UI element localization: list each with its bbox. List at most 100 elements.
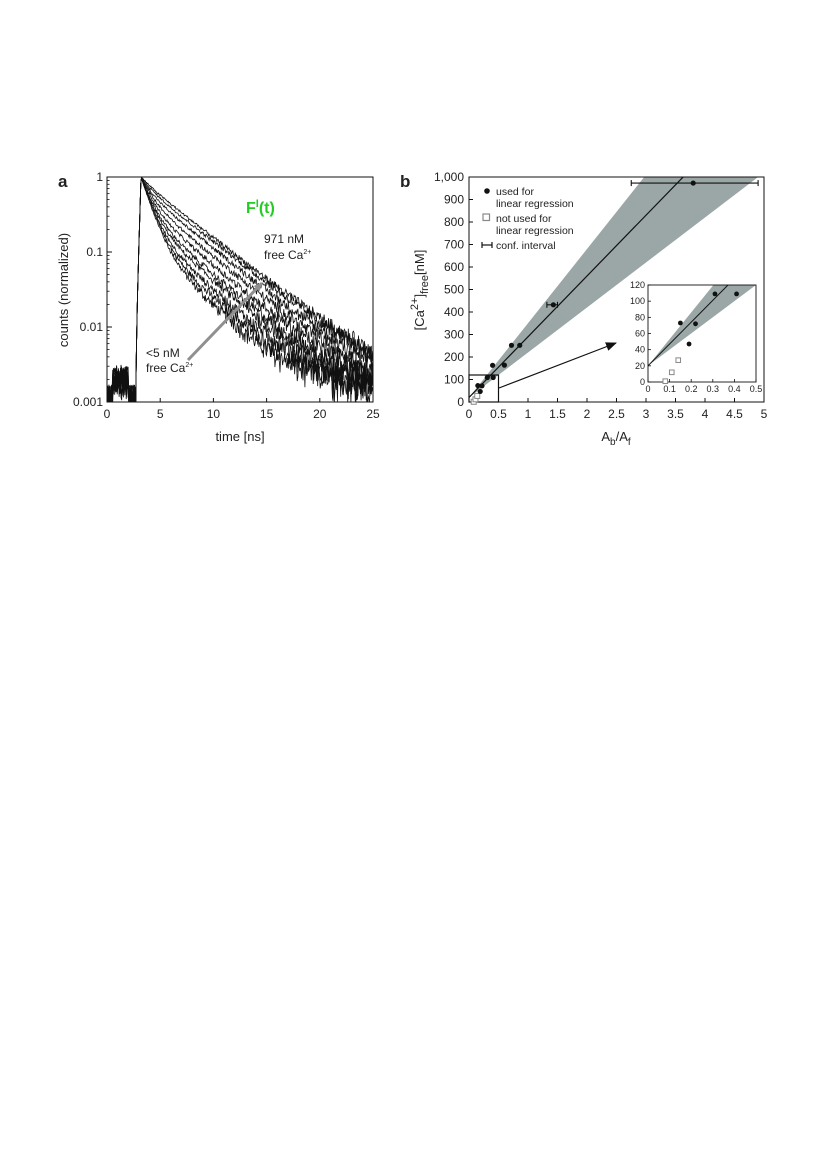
panel-a-xtick-label: 15 (260, 407, 274, 421)
panel-b-ylabel-bracket: ] (412, 294, 427, 298)
panel-b-xtick-label: 5 (761, 407, 768, 421)
legend-used-line2: linear regression (496, 198, 574, 210)
legend-conf-interval: conf. interval (496, 240, 556, 252)
inset-confidence-band (648, 285, 756, 366)
inset-not-used-point (668, 369, 675, 376)
panel-b-used-point (490, 362, 496, 368)
inset-ytick-label: 20 (635, 361, 645, 371)
panel-b-ylabel-unit: [nM] (412, 250, 427, 275)
panel-b-xtick-label: 4 (702, 407, 709, 421)
inset-ytick-label: 120 (630, 280, 645, 290)
panel-a-title-sup: I (256, 198, 259, 210)
panel-a-curve-title: FI(t) (246, 198, 275, 217)
panel-a-decay-curve-1 (107, 178, 373, 402)
annotation-low-charge: 2+ (185, 362, 193, 369)
panel-b-legend: used for linear regression not used for … (481, 186, 574, 252)
inset-xtick-label: 0.4 (728, 384, 741, 394)
legend-not-used-marker (482, 213, 491, 222)
panel-a-decay-curve-7 (107, 177, 373, 402)
panel-b-ylabel-ca: [Ca (412, 309, 427, 330)
inset-used-point (693, 321, 698, 327)
panel-a-decay-curve-10 (107, 177, 373, 402)
inset-xtick-label: 0.2 (685, 384, 698, 394)
panel-a-xtick-label: 10 (207, 407, 221, 421)
legend-not-used-line2: linear regression (496, 225, 574, 237)
inset-ytick-label: 80 (635, 312, 645, 322)
panel-a-ytick-label: 0.1 (86, 245, 103, 259)
panel-a-xtick-label: 0 (104, 407, 111, 421)
panel-b-letter: b (400, 172, 410, 191)
panel-b: b 0 0.5 1 1.5 2 2.5 3 3.5 4 4.5 501002003004005006… (400, 170, 768, 448)
annotation-low-line1: <5 nM (146, 346, 180, 360)
panel-b-ytick-label: 1,000 (434, 170, 464, 184)
panel-b-used-point (484, 374, 490, 381)
annotation-high-line1: 971 nM (264, 232, 304, 246)
panel-b-ylabel-free: free (419, 275, 431, 294)
panel-b-used-point (550, 302, 556, 308)
panel-b-confidence-band (469, 177, 759, 398)
panel-b-ytick-label: 400 (444, 305, 464, 319)
inset-xtick-label: 0 (645, 384, 650, 394)
panel-a-decay-curve-5 (107, 177, 373, 402)
panel-a-decay-curve-8 (107, 177, 373, 402)
panel-b-ytick-label: 500 (444, 283, 464, 297)
panel-b-xlabel: Ab/Af (601, 429, 631, 448)
panel-a-xtick-label: 5 (157, 407, 164, 421)
panel-a-ylabel: counts (normalized) (56, 233, 71, 347)
panel-b-xtick-label: 1.5 (549, 407, 566, 421)
panel-b-xtick-label: 0 (466, 407, 473, 421)
panel-b-ytick-label: 900 (444, 193, 464, 207)
inset-fit-line (648, 285, 729, 367)
panel-b-used-point (690, 180, 696, 186)
panel-a-title-tail: (t) (259, 200, 275, 217)
annotation-high-charge: 2+ (303, 249, 311, 256)
panel-b-used-point (479, 383, 485, 389)
panel-b-not-used-point (474, 392, 481, 399)
inset-points (662, 291, 739, 384)
annotation-low-free-ca: free Ca (146, 361, 186, 375)
panel-b-plot-area (469, 177, 759, 398)
panel-b-fit-line (469, 177, 684, 398)
panel-b-xtick-label: 2.5 (608, 407, 625, 421)
panel-b-ytick-label: 200 (444, 350, 464, 364)
annotation-low-line2: free Ca2+ (146, 361, 193, 375)
panel-a-ytick-label: 0.001 (73, 395, 103, 409)
panel-a-letter: a (58, 172, 68, 191)
inset-ytick-label: 60 (635, 329, 645, 339)
inset-xtick-label: 0.1 (663, 384, 676, 394)
panel-b-xlabel-b: b (610, 437, 616, 448)
panel-b-ytick-label: 100 (444, 373, 464, 387)
panel-b-xlabel-f: f (628, 437, 631, 448)
legend-used-line1: used for (496, 186, 534, 198)
panel-b-ytick-label: 800 (444, 215, 464, 229)
panel-b-xtick-label: 3 (643, 407, 650, 421)
panel-b-used-point (475, 382, 481, 389)
panel-b-used-point (477, 388, 483, 395)
panel-b-ylabel-charge: 2+ (409, 298, 421, 311)
inset-used-point (712, 291, 718, 297)
panel-b-ytick-label: 700 (444, 238, 464, 252)
panel-a-decay-curve-4 (107, 177, 373, 402)
panel-b-xtick-label: 3.5 (667, 407, 684, 421)
annotation-high-line2: free Ca2+ (264, 248, 311, 262)
panel-a-xtick-label: 20 (313, 407, 327, 421)
panel-b-xtick-label: 1 (525, 407, 532, 421)
panel-b-xtick-label: 2 (584, 407, 591, 421)
legend-used-marker (484, 188, 490, 194)
panel-a-title-main: F (246, 200, 256, 217)
panel-b-xtick-label: 0.5 (490, 407, 507, 421)
panel-b-ytick-label: 600 (444, 260, 464, 274)
panel-a-xtick-label: 25 (366, 407, 380, 421)
panel-b-ytick-label: 300 (444, 328, 464, 342)
legend-conf-interval-marker (481, 242, 493, 248)
panel-a-plot-frame (106, 176, 374, 403)
panel-a-decay-curves (107, 177, 373, 402)
inset-used-point (686, 341, 692, 347)
legend-not-used-line1: not used for (496, 213, 552, 225)
panel-a-ytick-label: 1 (96, 170, 103, 184)
inset-used-point (734, 291, 739, 297)
panel-b-axes: 0 0.5 1 1.5 2 2.5 3 3.5 4 4.5 50100200300400500600… (434, 170, 768, 421)
inset-xtick-label: 0.3 (707, 384, 720, 394)
panel-a-axes: 0 5 10 15 20 25 0.001 0.01 0.1 1 (73, 170, 380, 421)
